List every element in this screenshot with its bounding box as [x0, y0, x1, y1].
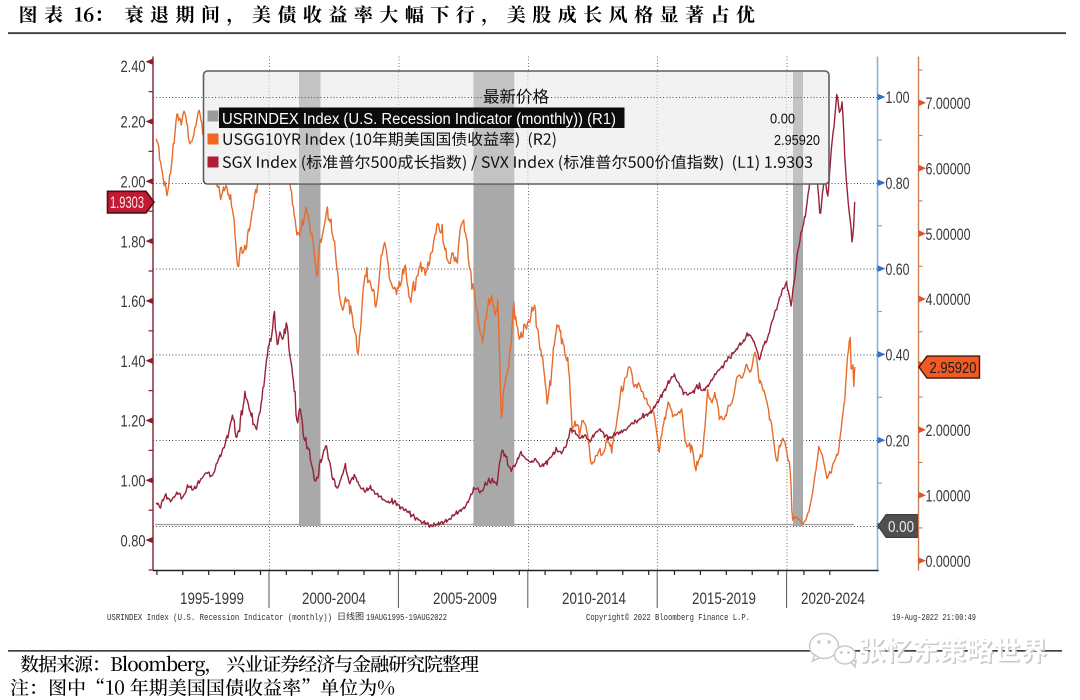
svg-text:1.40: 1.40 [121, 352, 146, 371]
svg-text:2000-2004: 2000-2004 [302, 589, 366, 608]
svg-text:7.00000: 7.00000 [926, 94, 971, 113]
svg-text:0.40: 0.40 [886, 346, 910, 365]
svg-text:0.00: 0.00 [888, 519, 914, 536]
svg-text:1.9303: 1.9303 [110, 194, 144, 212]
svg-text:2.20: 2.20 [121, 113, 146, 132]
svg-text:1.00: 1.00 [121, 472, 146, 491]
svg-text:0.80: 0.80 [121, 531, 146, 550]
svg-text:USRINDEX Index (U.S. Recession: USRINDEX Index (U.S. Recession Indicator… [222, 111, 616, 128]
svg-text:2015-2019: 2015-2019 [692, 589, 756, 608]
svg-text:0.00: 0.00 [770, 111, 795, 128]
svg-text:USRINDEX Index (U.S. Recession: USRINDEX Index (U.S. Recession Indicator… [107, 613, 332, 623]
svg-text:2.95920: 2.95920 [930, 360, 977, 377]
svg-text:1.00000: 1.00000 [926, 486, 971, 505]
svg-text:0.20: 0.20 [886, 431, 910, 450]
svg-text:0.60: 0.60 [886, 260, 910, 279]
svg-text:0.80: 0.80 [886, 174, 910, 193]
svg-text:19-Aug-2022 21:00:49: 19-Aug-2022 21:00:49 [892, 613, 976, 623]
svg-text:1.00: 1.00 [886, 88, 910, 107]
svg-text:2020-2024: 2020-2024 [801, 589, 865, 608]
svg-text:0.00000: 0.00000 [926, 552, 971, 571]
svg-text:19AUG1995-19AUG2022: 19AUG1995-19AUG2022 [366, 613, 447, 623]
svg-text:2010-2014: 2010-2014 [562, 589, 626, 608]
svg-text:4.00000: 4.00000 [926, 290, 971, 309]
svg-text:1.60: 1.60 [121, 292, 146, 311]
svg-text:1995-1999: 1995-1999 [180, 589, 244, 608]
svg-text:2005-2009: 2005-2009 [433, 589, 497, 608]
svg-text:1.20: 1.20 [121, 412, 146, 431]
svg-text:2.00000: 2.00000 [926, 421, 971, 440]
svg-text:1.80: 1.80 [121, 232, 146, 251]
svg-text:2.40: 2.40 [121, 57, 146, 76]
svg-text:6.00000: 6.00000 [926, 159, 971, 178]
svg-text:2.00: 2.00 [121, 173, 146, 192]
svg-text:5.00000: 5.00000 [926, 225, 971, 244]
svg-text:2.95920: 2.95920 [774, 132, 820, 149]
svg-text:Copyright© 2022 Bloomberg Fina: Copyright© 2022 Bloomberg Finance L.P. [586, 613, 750, 623]
